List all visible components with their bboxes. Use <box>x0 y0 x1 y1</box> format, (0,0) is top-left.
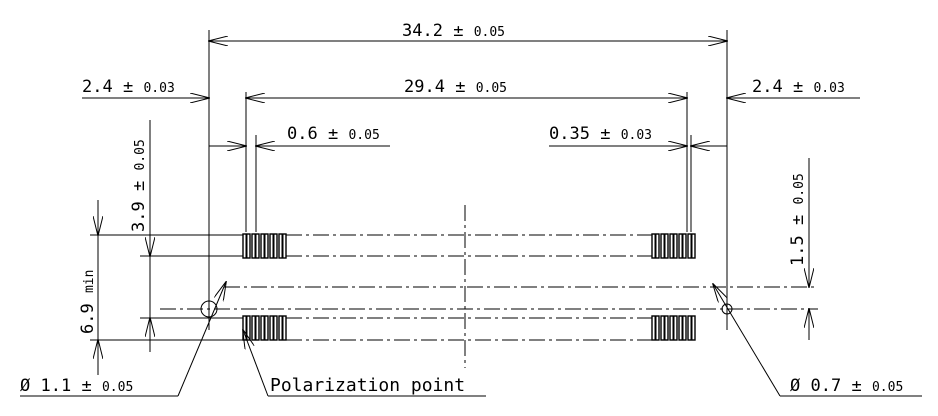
svg-text:2.4 ± 0.03: 2.4 ± 0.03 <box>82 77 175 97</box>
svg-text:Ø 1.1 ± 0.05: Ø 1.1 ± 0.05 <box>20 376 133 396</box>
polarization-point-callout: Polarization point <box>243 330 486 397</box>
svg-text:0.6 ± 0.05: 0.6 ± 0.05 <box>287 124 380 144</box>
svg-text:2.4 ± 0.03: 2.4 ± 0.03 <box>752 77 845 97</box>
dimension-min-depth: 6.9 min <box>78 200 98 375</box>
right-hole-diameter-callout: Ø 0.7 ± 0.05 <box>713 284 922 397</box>
right-mounting-hole <box>721 303 733 315</box>
horizontal-reference-lines <box>90 205 818 368</box>
left-mounting-hole <box>200 300 218 318</box>
svg-text:Ø 0.7 ± 0.05: Ø 0.7 ± 0.05 <box>790 376 903 396</box>
pin-group <box>651 315 696 341</box>
dimension-pin-gap: 0.35 ± 0.03 <box>549 124 727 146</box>
svg-text:0.35 ± 0.03: 0.35 ± 0.03 <box>549 124 652 144</box>
pin-rows <box>242 233 696 341</box>
dimension-left-offset: 2.4 ± 0.03 <box>82 77 266 98</box>
svg-text:34.2 ± 0.05: 34.2 ± 0.05 <box>402 21 505 41</box>
dimension-hole-offset: 1.5 ± 0.05 <box>788 158 809 340</box>
svg-text:3.9 ± 0.05: 3.9 ± 0.05 <box>129 139 149 232</box>
pin-group <box>651 233 696 259</box>
pin-group <box>242 233 287 259</box>
dimension-overall-width: 34.2 ± 0.05 <box>209 21 727 41</box>
dimension-row-pitch: 3.9 ± 0.05 <box>129 120 150 352</box>
dimension-row-span: 29.4 ± 0.05 <box>246 77 687 98</box>
dimension-pin-width: 0.6 ± 0.05 <box>209 124 390 146</box>
svg-text:1.5 ± 0.05: 1.5 ± 0.05 <box>788 173 808 266</box>
svg-text:29.4 ± 0.05: 29.4 ± 0.05 <box>404 77 507 97</box>
svg-text:6.9 min: 6.9 min <box>78 270 98 334</box>
pin-group <box>242 315 287 341</box>
left-hole-diameter-callout: Ø 1.1 ± 0.05 <box>20 282 226 397</box>
extension-lines <box>208 30 728 290</box>
polarization-point-label: Polarization point <box>270 375 465 396</box>
dimension-right-offset: 2.4 ± 0.03 <box>667 77 860 98</box>
